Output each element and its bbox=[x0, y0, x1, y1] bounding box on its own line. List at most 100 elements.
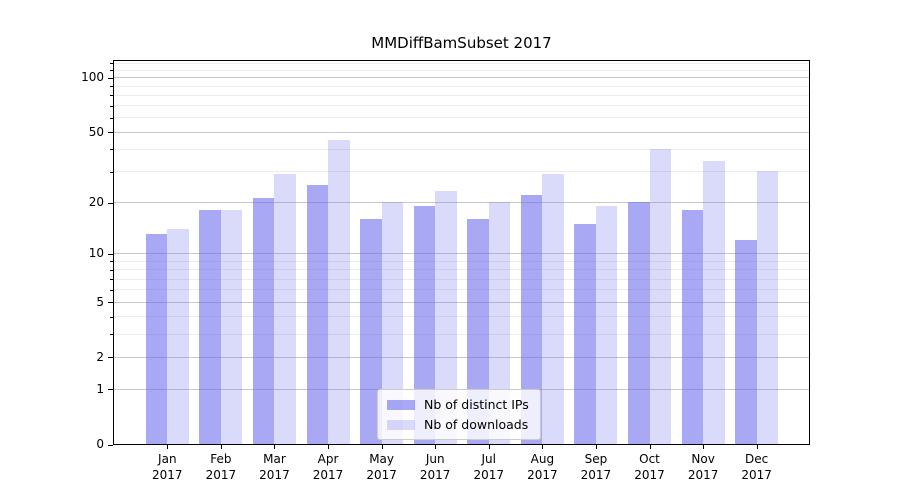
x-tick-label-mar: Mar 2017 bbox=[246, 451, 302, 483]
x-tick-label-apr: Apr 2017 bbox=[300, 451, 356, 483]
bar-jan-downloads bbox=[167, 228, 189, 444]
y-tick-label: 1 bbox=[96, 381, 104, 396]
x-tick bbox=[435, 445, 437, 449]
gridline-minor bbox=[114, 289, 809, 291]
x-tick bbox=[328, 445, 330, 449]
y-minor-tick bbox=[110, 269, 113, 271]
gridline-major bbox=[114, 356, 809, 358]
x-tick-month: Jul bbox=[481, 452, 496, 466]
bar-dec-downloads bbox=[756, 171, 779, 444]
y-minor-tick bbox=[110, 149, 113, 151]
legend-label-downloads: Nb of downloads bbox=[424, 417, 529, 432]
x-tick-label-jun: Jun 2017 bbox=[407, 451, 463, 483]
y-minor-tick bbox=[110, 171, 113, 173]
gridline-minor bbox=[114, 69, 809, 71]
x-tick-month: Jan bbox=[158, 452, 177, 466]
bar-nov-downloads bbox=[703, 161, 725, 444]
bar-sep-downloads bbox=[595, 205, 618, 444]
x-tick-month: May bbox=[369, 452, 395, 466]
legend-item-downloads: Nb of downloads bbox=[387, 417, 529, 432]
gridline-minor bbox=[114, 171, 809, 173]
x-tick-label-oct: Oct 2017 bbox=[622, 451, 678, 483]
bar-jul-distinct-ips bbox=[467, 218, 489, 444]
x-tick-label-feb: Feb 2017 bbox=[193, 451, 249, 483]
x-tick-year: 2017 bbox=[152, 468, 183, 482]
y-tick-label: 20 bbox=[88, 195, 104, 210]
y-minor-tick bbox=[110, 85, 113, 87]
x-tick bbox=[542, 445, 544, 449]
x-tick-year: 2017 bbox=[580, 468, 612, 482]
bar-feb-downloads bbox=[220, 210, 243, 444]
x-tick bbox=[274, 445, 276, 449]
y-tick-label: 10 bbox=[88, 246, 104, 261]
x-tick-label-nov: Nov 2017 bbox=[675, 451, 731, 483]
legend-swatch-distinct-ips bbox=[387, 399, 415, 410]
x-tick bbox=[381, 445, 383, 449]
y-tick-label: 5 bbox=[96, 294, 104, 309]
gridline-minor bbox=[114, 62, 809, 64]
x-tick-label-dec: Dec 2017 bbox=[729, 451, 785, 483]
bar-jan-distinct-ips bbox=[145, 234, 168, 444]
gridline-minor bbox=[114, 94, 809, 96]
x-tick-month: Apr bbox=[317, 452, 339, 466]
y-tick-label: 0 bbox=[96, 437, 104, 451]
x-tick-label-sep: Sep 2017 bbox=[568, 451, 624, 483]
y-minor-tick bbox=[110, 334, 113, 336]
bar-mar-downloads bbox=[274, 173, 296, 444]
x-tick bbox=[595, 445, 597, 449]
x-tick-year: 2017 bbox=[687, 468, 719, 482]
gridline-minor bbox=[114, 316, 809, 318]
x-tick-month: Sep bbox=[584, 452, 608, 466]
x-tick-month: Dec bbox=[745, 452, 769, 466]
x-tick-month: Jun bbox=[425, 452, 445, 466]
y-tick bbox=[108, 77, 113, 79]
y-tick bbox=[108, 357, 113, 359]
x-tick-month: Mar bbox=[263, 452, 286, 466]
x-tick-label-aug: Aug 2017 bbox=[514, 451, 570, 483]
x-tick-month: Aug bbox=[530, 452, 555, 466]
x-tick-year: 2017 bbox=[205, 468, 237, 482]
bar-dec-distinct-ips bbox=[735, 240, 757, 444]
y-minor-tick bbox=[110, 117, 113, 119]
bar-nov-distinct-ips bbox=[681, 210, 704, 444]
gridline-minor bbox=[114, 105, 809, 107]
bar-aug-distinct-ips bbox=[520, 194, 543, 444]
gridline-minor bbox=[114, 261, 809, 262]
bar-apr-downloads bbox=[328, 139, 350, 444]
x-tick bbox=[703, 445, 705, 449]
y-minor-tick bbox=[110, 279, 113, 281]
x-tick-month: Nov bbox=[691, 452, 715, 466]
bar-oct-downloads bbox=[649, 148, 672, 444]
bar-aug-downloads bbox=[542, 173, 564, 444]
x-tick-year: 2017 bbox=[259, 468, 290, 482]
bar-may-distinct-ips bbox=[360, 218, 382, 444]
y-tick bbox=[108, 444, 113, 446]
bar-apr-distinct-ips bbox=[306, 185, 329, 444]
gridline-major bbox=[114, 131, 809, 133]
x-tick-label-may: May 2017 bbox=[354, 451, 410, 483]
x-tick-year: 2017 bbox=[634, 468, 665, 482]
y-minor-tick bbox=[110, 95, 113, 97]
bar-oct-distinct-ips bbox=[628, 202, 650, 444]
x-tick-year: 2017 bbox=[473, 468, 505, 482]
gridline-minor bbox=[114, 269, 809, 271]
plot-area: Nb of distinct IPs Nb of downloads bbox=[113, 60, 810, 445]
bar-sep-distinct-ips bbox=[574, 223, 596, 444]
y-minor-tick bbox=[110, 70, 113, 72]
legend: Nb of distinct IPs Nb of downloads bbox=[377, 389, 541, 440]
gridline-minor bbox=[114, 278, 809, 280]
x-tick bbox=[756, 445, 758, 449]
y-tick bbox=[108, 302, 113, 304]
y-minor-tick bbox=[110, 63, 113, 65]
y-tick-label: 2 bbox=[96, 349, 104, 364]
gridline-minor bbox=[114, 333, 809, 335]
y-minor-tick bbox=[110, 261, 113, 263]
bar-jul-downloads bbox=[488, 202, 511, 444]
x-tick-label-jul: Jul 2017 bbox=[461, 451, 517, 483]
y-minor-tick bbox=[110, 105, 113, 107]
x-tick bbox=[220, 445, 222, 449]
chart-title: MMDiffBamSubset 2017 bbox=[371, 34, 552, 52]
legend-item-distinct-ips: Nb of distinct IPs bbox=[387, 397, 529, 412]
legend-label-distinct-ips: Nb of distinct IPs bbox=[424, 397, 529, 412]
